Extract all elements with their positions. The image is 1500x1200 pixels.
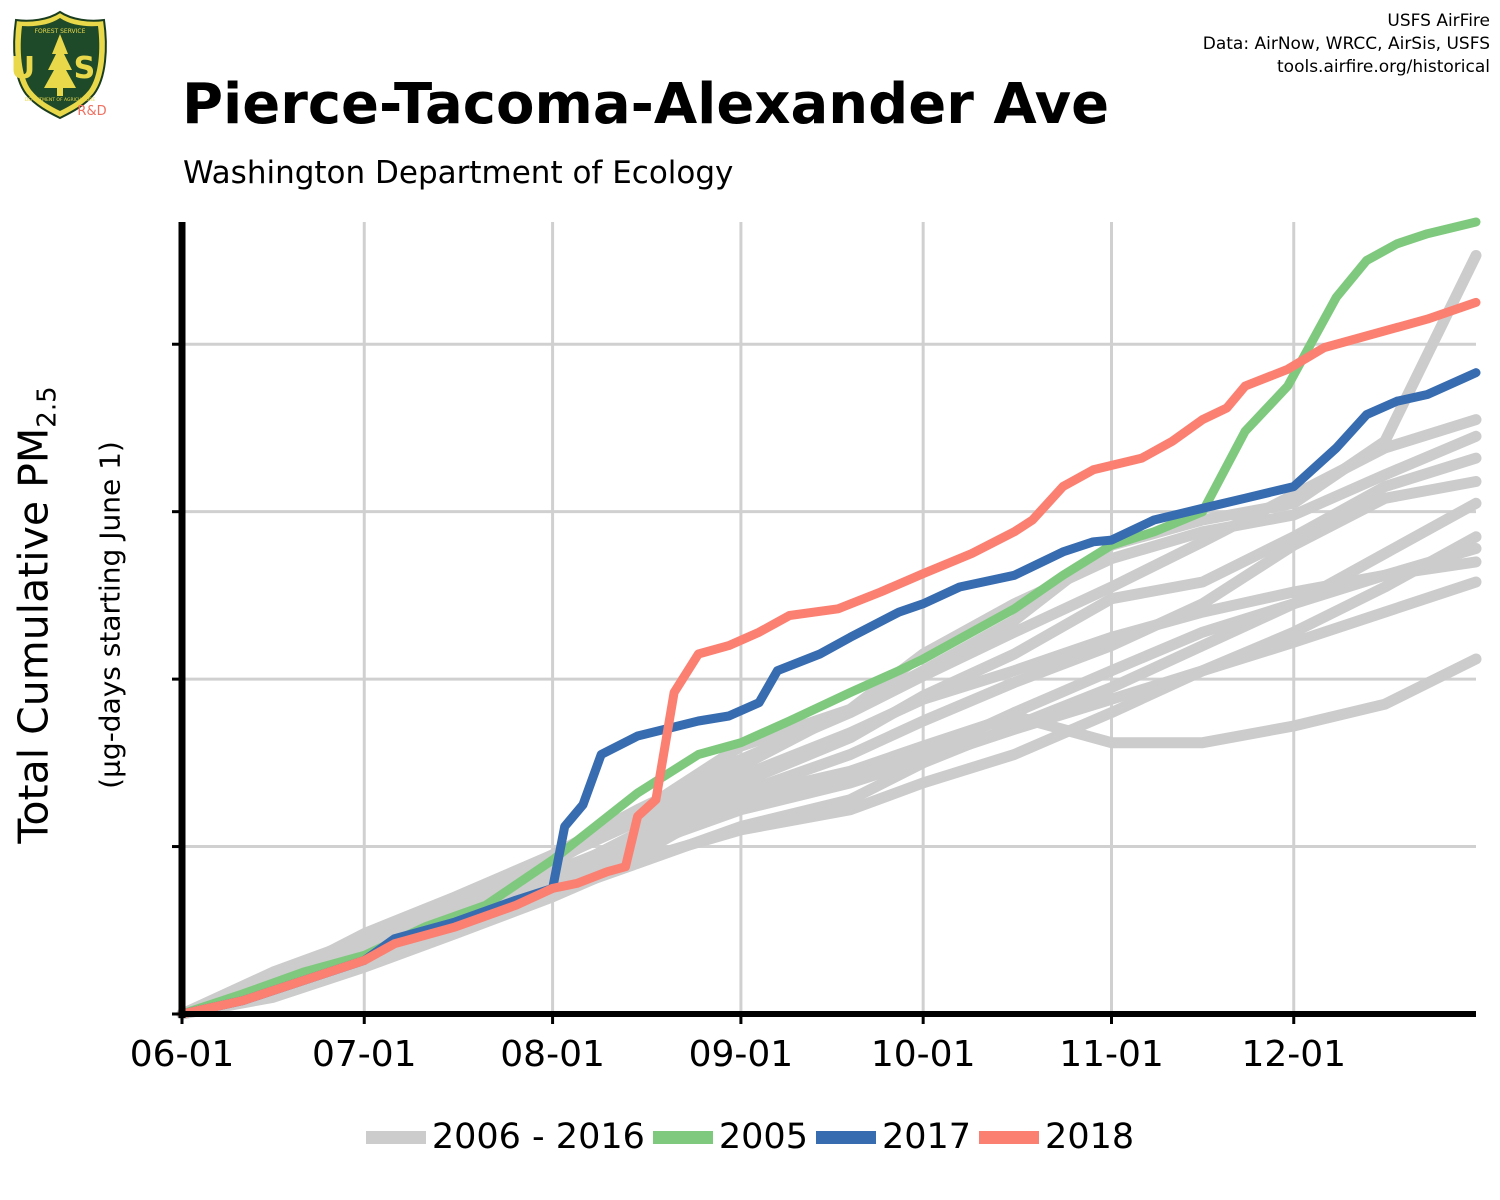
x-tick-label: 06-01: [130, 1034, 235, 1075]
credit-line-3: tools.airfire.org/historical: [1277, 57, 1490, 77]
legend-swatch: [652, 1130, 713, 1144]
credit-line-1: USFS AirFire: [1387, 11, 1490, 31]
x-tick-label: 08-01: [500, 1034, 605, 1075]
legend-swatch: [365, 1130, 426, 1144]
legend-swatch: [815, 1130, 876, 1144]
series-line-2005: [177, 217, 1481, 1019]
usfs-shield-logo: U S FOREST SERVICE DEPARTMENT OF AGRICUL…: [11, 10, 109, 120]
logo-bottom-text: DEPARTMENT OF AGRICULTURE: [25, 97, 96, 103]
legend-swatch: [979, 1130, 1040, 1144]
legend-item: 2006 - 2016: [365, 1117, 645, 1157]
legend-item: 2018: [979, 1117, 1134, 1157]
x-tick-label: 09-01: [689, 1034, 794, 1075]
historical-series: [176, 250, 1482, 1020]
axes: 06-01 07-01 08-01 09-01 10-01 11-01 12-01: [130, 222, 1476, 1075]
x-tick-label: 07-01: [312, 1034, 417, 1075]
highlight-series: [177, 217, 1481, 1019]
x-tick-label: 12-01: [1241, 1034, 1346, 1075]
series-line-2017: [177, 368, 1481, 1019]
legend-item: 2017: [815, 1117, 972, 1157]
credits: USFS AirFire Data: AirNow, WRCC, AirSis,…: [1203, 10, 1490, 79]
legend-label: 2005: [718, 1117, 808, 1157]
logo-rd-tag: R&D: [77, 104, 106, 119]
x-tick-label: 11-01: [1059, 1034, 1164, 1075]
credit-line-2: Data: AirNow, WRCC, AirSis, USFS: [1202, 34, 1490, 54]
legend: 2006 - 2016 2005 2017 2018: [0, 1112, 1500, 1162]
legend-label: 2006 - 2016: [431, 1117, 645, 1157]
legend-item: 2005: [652, 1117, 808, 1157]
series-line-2018: [177, 297, 1481, 1019]
legend-label: 2017: [881, 1117, 972, 1157]
logo-letters: U S: [11, 51, 109, 86]
historical-series-line: [176, 430, 1482, 1020]
chart-subtitle: Washington Department of Ecology: [183, 155, 734, 191]
chart-title: Pierce-Tacoma-Alexander Ave: [182, 72, 1110, 137]
grid: [182, 222, 1476, 1014]
x-tick-label: 10-01: [871, 1034, 976, 1075]
historical-series-line: [176, 497, 1482, 1020]
legend-label: 2018: [1045, 1117, 1135, 1157]
historical-series-line: [176, 476, 1482, 1020]
logo-top-text: FOREST SERVICE: [35, 28, 86, 35]
